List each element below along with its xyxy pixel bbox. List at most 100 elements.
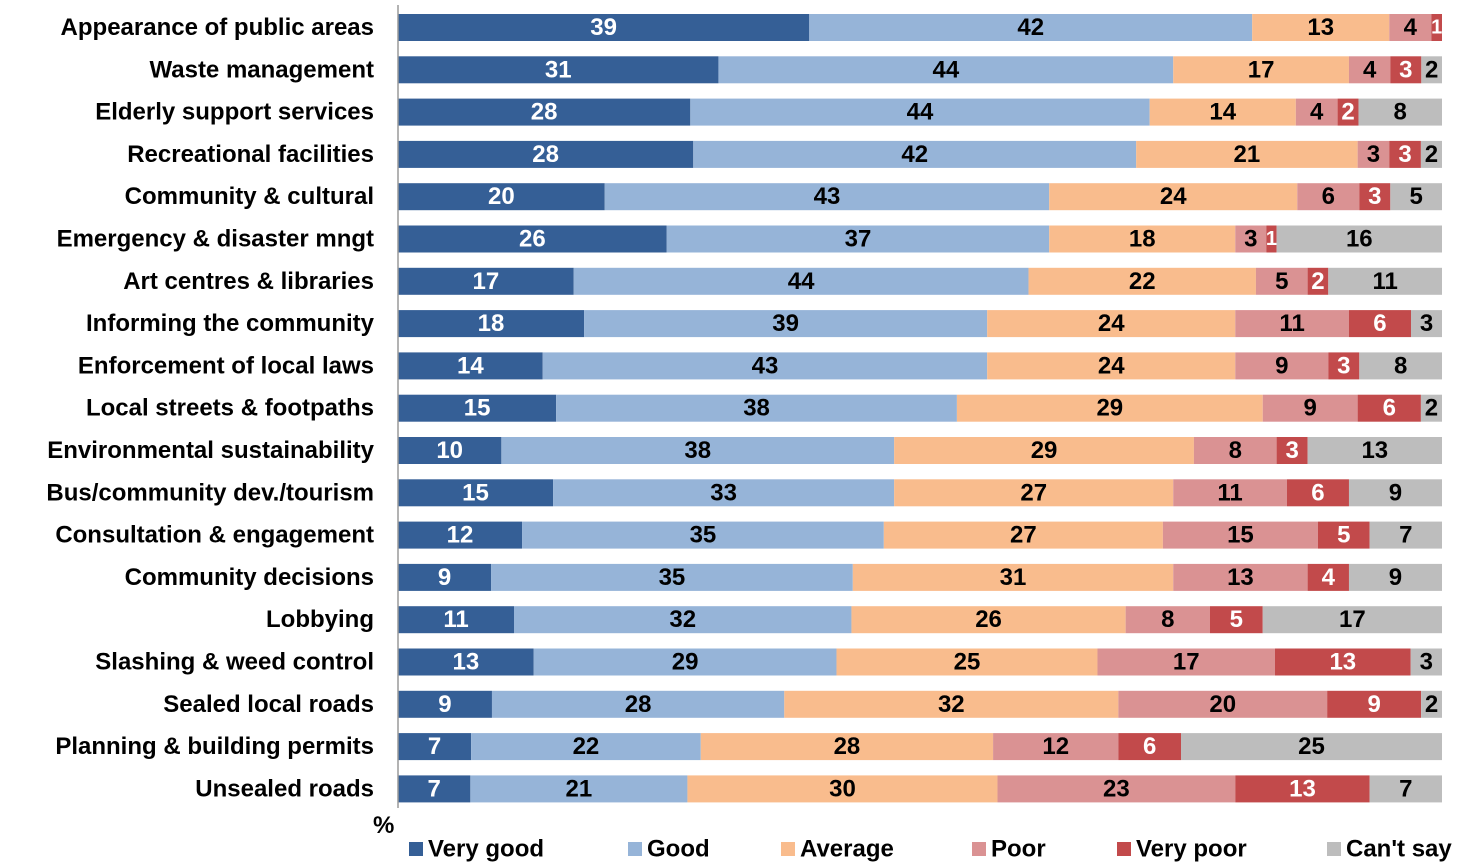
category-label-environmental-sustainability: Environmental sustainability <box>47 437 374 464</box>
bar-segment-average-recreational-facilities <box>1136 140 1358 168</box>
data-label-very-good-sealed-local-roads: 9 <box>438 691 451 718</box>
category-label-planning-building-permits: Planning & building permits <box>55 733 374 760</box>
data-label-very-poor-planning-building-permits: 6 <box>1143 733 1156 760</box>
category-labels: Appearance of public areas Waste manageme… <box>46 14 374 802</box>
bar-segment-very-good-elderly-support-services <box>398 98 691 126</box>
bar-segment-poor-elderly-support-services <box>1295 98 1338 126</box>
bar-segment-good-environmental-sustainability <box>501 437 895 464</box>
bar-segment-very-poor-lobbying <box>1210 606 1263 634</box>
data-label-very-poor-consultation-engagement: 5 <box>1337 522 1350 549</box>
bar-segment-can-t-say-unsealed-roads <box>1369 775 1442 803</box>
bar-segment-average-local-streets-footpaths <box>956 394 1263 422</box>
bar-segment-poor-enforcement-of-local-laws <box>1235 352 1329 380</box>
bar-segment-good-appearance-of-public-areas <box>809 14 1253 41</box>
bar-segment-poor-local-streets-footpaths <box>1262 394 1358 422</box>
data-label-good-elderly-support-services: 44 <box>907 99 934 126</box>
bar-segment-average-art-centres-libraries <box>1028 267 1256 295</box>
bar-segment-poor-community-decisions <box>1173 563 1308 591</box>
bar-segment-very-good-consultation-engagement <box>398 521 523 549</box>
data-label-very-poor-bus-community-dev-tourism: 6 <box>1311 479 1324 506</box>
bar-segment-can-t-say-emergency-disaster-mngt <box>1276 225 1442 253</box>
data-label-very-poor-informing-the-community: 6 <box>1373 310 1386 337</box>
bar-segment-can-t-say-bus-community-dev-tourism <box>1348 479 1442 507</box>
bar-segment-very-poor-sealed-local-roads <box>1327 690 1422 718</box>
bar-segment-good-local-streets-footpaths <box>556 394 957 422</box>
bar-segment-average-community-decisions <box>852 563 1174 591</box>
legend-swatch-good <box>628 842 642 856</box>
bar-segment-average-elderly-support-services <box>1149 98 1296 126</box>
data-label-can-t-say-sealed-local-roads: 2 <box>1425 691 1438 718</box>
data-label-poor-bus-community-dev-tourism: 11 <box>1217 479 1242 506</box>
bar-segment-very-good-sealed-local-roads <box>398 690 492 718</box>
data-label-very-poor-environmental-sustainability: 3 <box>1285 437 1298 464</box>
data-label-poor-slashing-weed-control: 17 <box>1173 649 1200 676</box>
bar-segment-poor-art-centres-libraries <box>1255 267 1308 295</box>
data-label-good-environmental-sustainability: 38 <box>684 437 711 464</box>
data-label-good-local-streets-footpaths: 38 <box>743 395 770 422</box>
data-label-average-enforcement-of-local-laws: 24 <box>1098 352 1125 379</box>
bar-segment-good-consultation-engagement <box>522 521 884 549</box>
bar-segment-very-poor-unsealed-roads <box>1235 775 1370 803</box>
bar-segment-good-unsealed-roads <box>470 775 688 803</box>
data-label-average-sealed-local-roads: 32 <box>938 691 965 718</box>
data-label-poor-emergency-disaster-mngt: 3 <box>1244 226 1257 253</box>
bar-segment-can-t-say-art-centres-libraries <box>1328 267 1442 295</box>
data-label-very-good-planning-building-permits: 7 <box>428 733 441 760</box>
category-label-enforcement-of-local-laws: Enforcement of local laws <box>78 352 374 379</box>
data-label-very-poor-community-decisions: 4 <box>1322 564 1336 591</box>
category-label-art-centres-libraries: Art centres & libraries <box>123 268 374 295</box>
bar-segment-can-t-say-local-streets-footpaths <box>1420 394 1442 422</box>
bar-segment-very-poor-enforcement-of-local-laws <box>1328 352 1360 380</box>
bar-segment-very-poor-art-centres-libraries <box>1307 267 1329 295</box>
bar-segment-poor-environmental-sustainability <box>1193 437 1277 464</box>
bar-segment-poor-lobbying <box>1125 606 1210 634</box>
bar-segment-very-poor-bus-community-dev-tourism <box>1286 479 1349 507</box>
data-label-good-community-decisions: 35 <box>659 564 686 591</box>
bar-segment-good-community-decisions <box>491 563 853 591</box>
data-label-good-waste-management: 44 <box>932 56 959 83</box>
category-label-community-cultural: Community & cultural <box>125 183 374 210</box>
data-label-poor-local-streets-footpaths: 9 <box>1304 395 1317 422</box>
x-axis-unit-label: % <box>373 812 394 839</box>
bar-segment-can-t-say-community-cultural <box>1390 183 1442 211</box>
data-label-can-t-say-local-streets-footpaths: 2 <box>1425 395 1438 422</box>
bar-segment-average-lobbying <box>851 606 1126 634</box>
category-label-elderly-support-services: Elderly support services <box>95 99 374 126</box>
data-label-average-emergency-disaster-mngt: 18 <box>1129 226 1156 253</box>
data-label-poor-unsealed-roads: 23 <box>1103 775 1130 802</box>
data-label-can-t-say-informing-the-community: 3 <box>1420 310 1433 337</box>
bar-segment-can-t-say-recreational-facilities <box>1420 140 1442 168</box>
data-label-can-t-say-consultation-engagement: 7 <box>1399 522 1412 549</box>
bar-segment-good-enforcement-of-local-laws <box>542 352 988 380</box>
data-label-very-good-waste-management: 31 <box>545 56 572 83</box>
bars-layer: 39 42 13 4 131 44 17 4 3 228 44 14 4 2 828 42 21 3 3 220 43 2… <box>398 14 1442 803</box>
bar-segment-average-unsealed-roads <box>687 775 998 803</box>
data-label-can-t-say-planning-building-permits: 25 <box>1298 733 1325 760</box>
data-label-poor-recreational-facilities: 3 <box>1367 141 1380 168</box>
bar-segment-poor-informing-the-community <box>1235 310 1349 338</box>
data-label-good-unsealed-roads: 21 <box>566 775 593 802</box>
legend-label-very-poor: Very poor <box>1136 836 1247 863</box>
bar-segment-average-planning-building-permits <box>700 733 994 761</box>
bar-segment-average-environmental-sustainability <box>894 437 1194 464</box>
data-label-can-t-say-art-centres-libraries: 11 <box>1372 268 1397 295</box>
data-label-poor-waste-management: 4 <box>1363 56 1377 83</box>
bar-segment-can-t-say-elderly-support-services <box>1358 98 1442 126</box>
data-label-very-poor-recreational-facilities: 3 <box>1398 141 1411 168</box>
legend-swatch-very-poor <box>1117 842 1131 856</box>
bar-segment-average-emergency-disaster-mngt <box>1049 225 1236 253</box>
bar-segment-poor-recreational-facilities <box>1357 140 1390 168</box>
data-label-very-poor-unsealed-roads: 13 <box>1289 775 1316 802</box>
bar-segment-poor-community-cultural <box>1297 183 1360 211</box>
bar-segment-can-t-say-waste-management <box>1421 56 1442 84</box>
bar-segment-very-good-planning-building-permits <box>398 733 472 761</box>
bar-segment-very-poor-local-streets-footpaths <box>1357 394 1421 422</box>
data-label-average-environmental-sustainability: 29 <box>1031 437 1058 464</box>
data-label-average-unsealed-roads: 30 <box>829 775 856 802</box>
data-label-very-good-emergency-disaster-mngt: 26 <box>519 226 546 253</box>
data-label-average-elderly-support-services: 14 <box>1209 99 1236 126</box>
data-label-very-poor-emergency-disaster-mngt: 1 <box>1266 228 1277 250</box>
data-label-good-lobbying: 32 <box>669 606 696 633</box>
data-label-good-appearance-of-public-areas: 42 <box>1017 14 1044 41</box>
bar-segment-very-poor-community-decisions <box>1307 563 1349 591</box>
